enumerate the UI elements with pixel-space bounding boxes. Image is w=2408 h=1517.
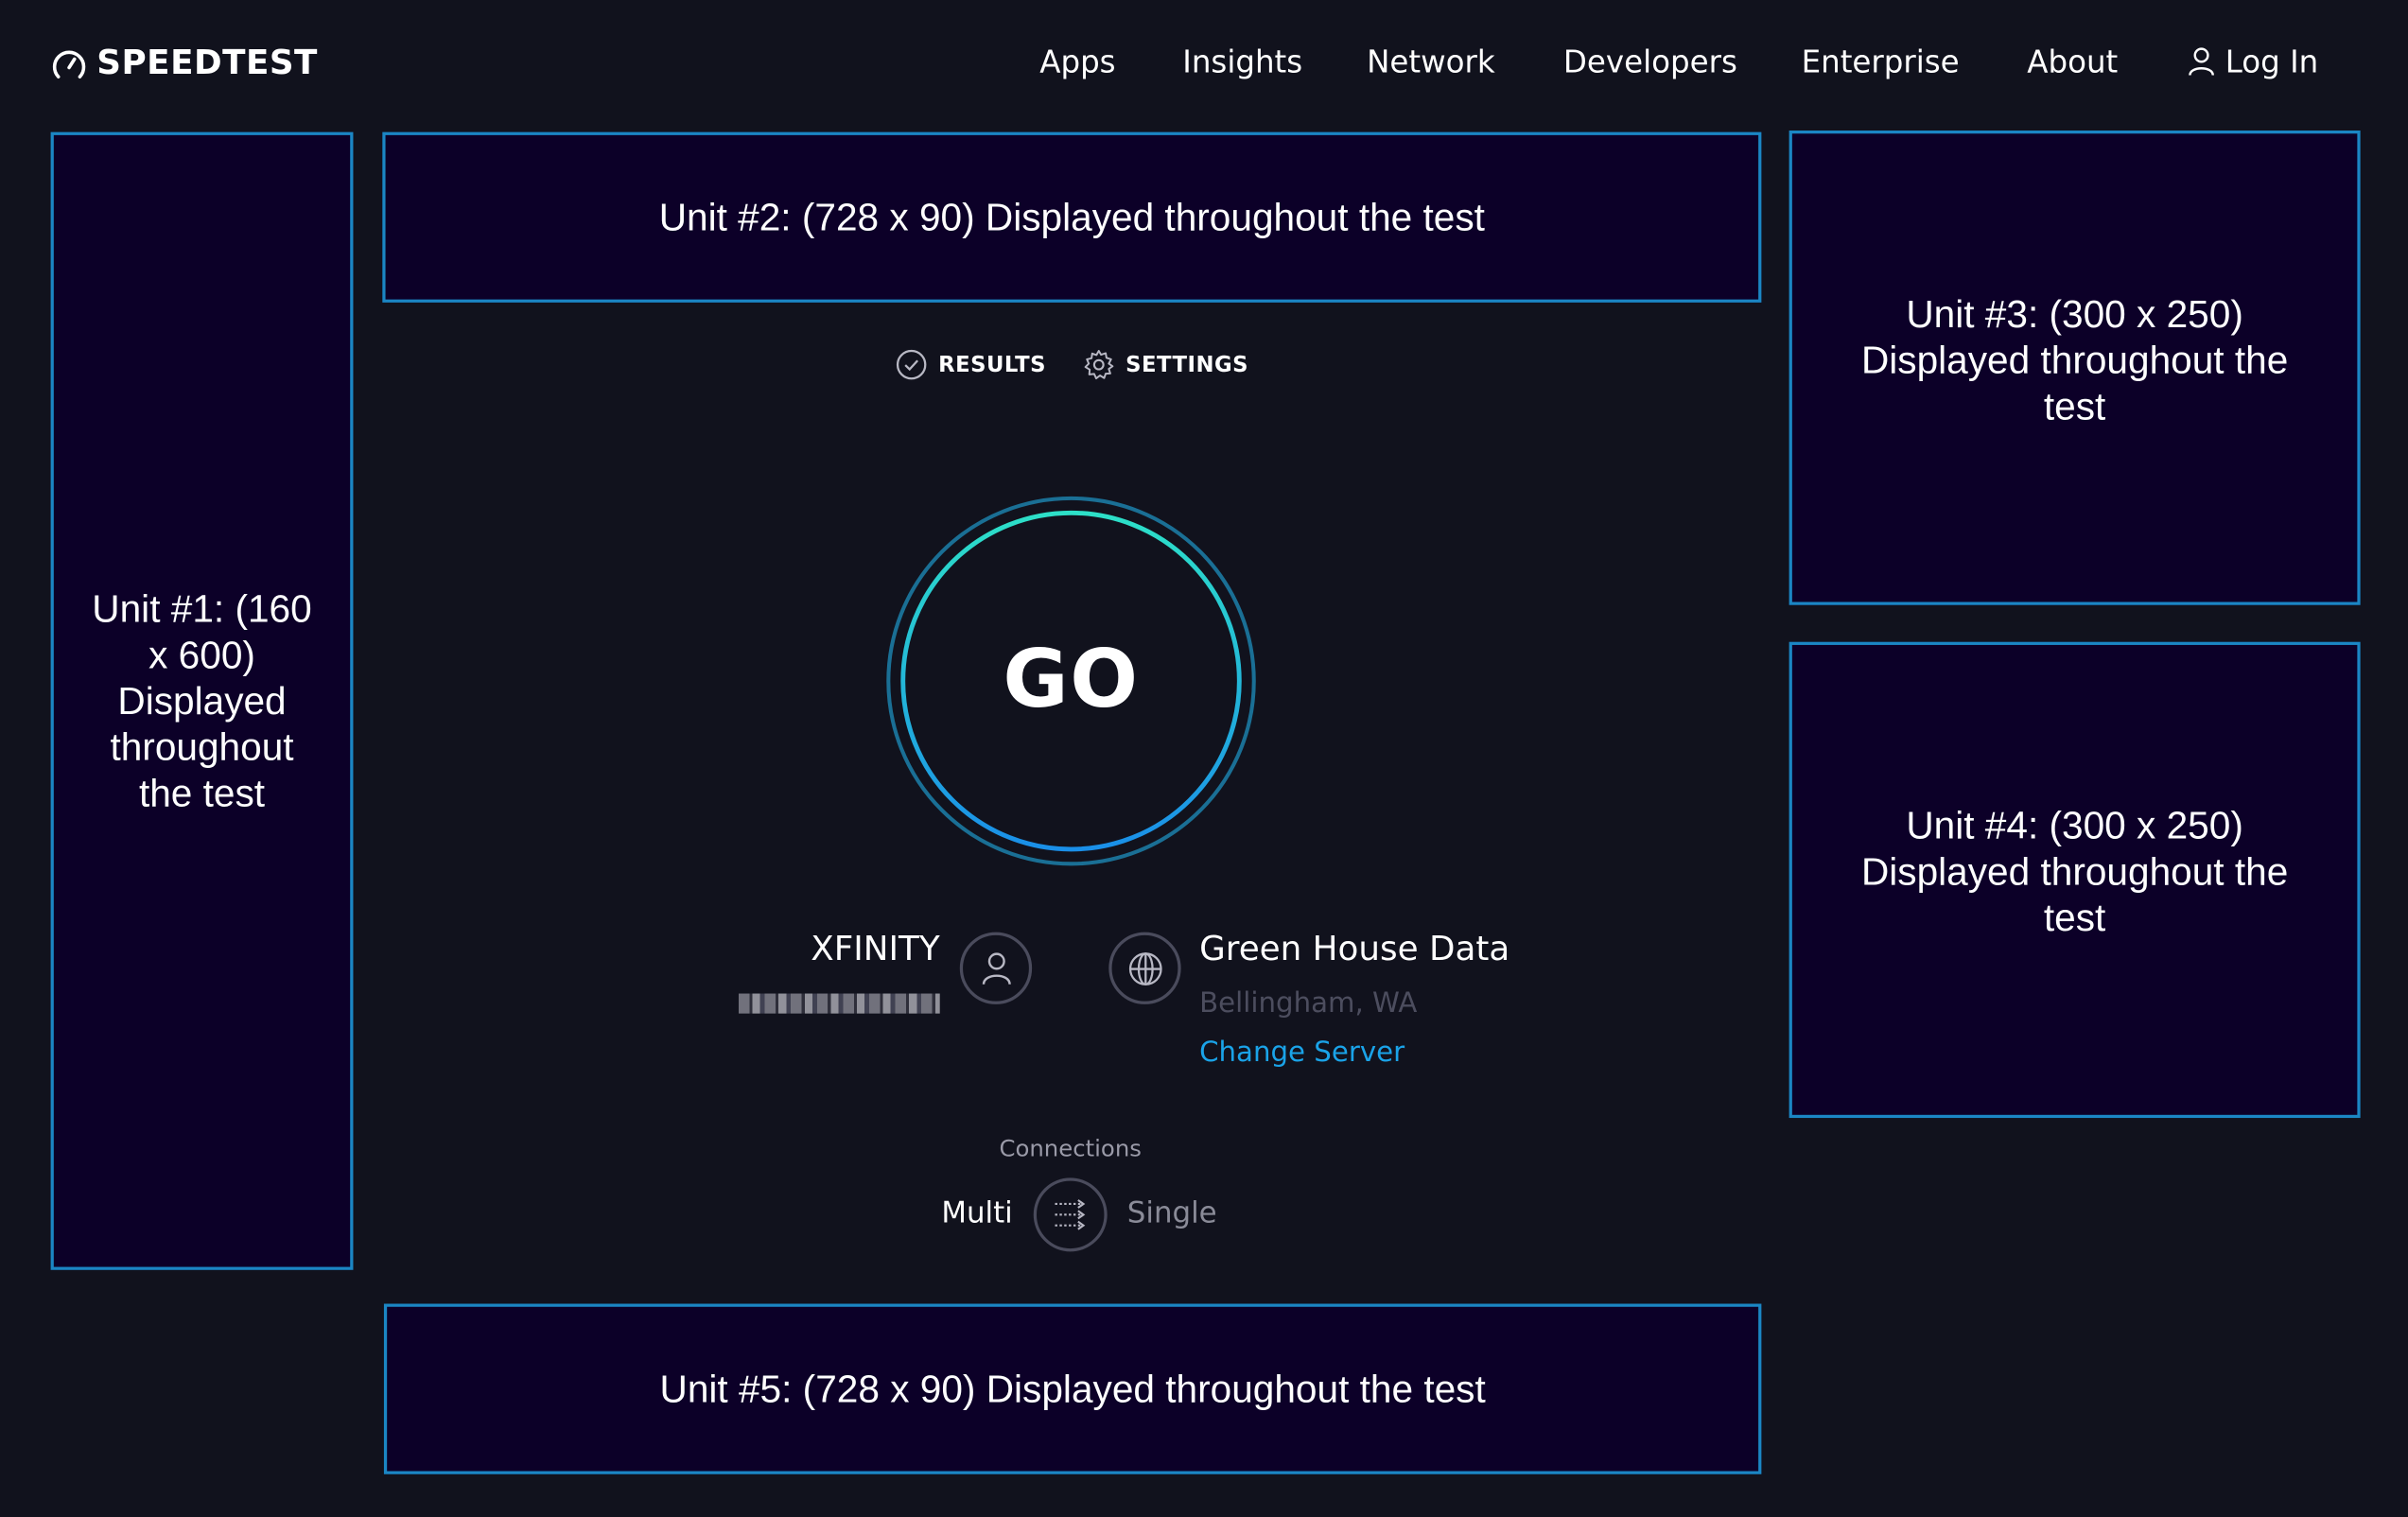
nav-enterprise[interactable]: Enterprise: [1801, 43, 1960, 80]
nav-insights[interactable]: Insights: [1182, 43, 1303, 80]
go-button[interactable]: GO: [886, 496, 1256, 866]
ad-unit-4[interactable]: Unit #4: (300 x 250) Displayed throughou…: [1789, 641, 2361, 1119]
login-link[interactable]: Log In: [2187, 43, 2318, 79]
ad-unit-5[interactable]: Unit #5: (728 x 90) Displayed throughout…: [383, 1303, 1762, 1474]
connections-multi[interactable]: Multi: [941, 1195, 1013, 1230]
tab-results[interactable]: RESULTS: [896, 349, 1046, 381]
connections-single[interactable]: Single: [1126, 1195, 1217, 1230]
isp-button[interactable]: [959, 932, 1033, 1004]
globe-icon: [1128, 951, 1161, 985]
ad-unit-3[interactable]: Unit #3: (300 x 250) Displayed throughou…: [1789, 131, 2361, 605]
isp-name: XFINITY: [811, 930, 940, 969]
logo-text: SPEEDTEST: [96, 44, 318, 83]
multi-arrows-icon: [1055, 1199, 1086, 1230]
change-server-link[interactable]: Change Server: [1199, 1036, 1405, 1070]
nav-about[interactable]: About: [2027, 43, 2119, 80]
go-ring: [886, 496, 1256, 866]
server-button[interactable]: [1108, 932, 1181, 1004]
gear-icon: [1084, 350, 1114, 380]
connections-toggle[interactable]: [1033, 1177, 1108, 1252]
speedometer-icon: [52, 49, 86, 78]
check-circle-icon: [896, 349, 927, 380]
isp-ip-redacted: [738, 993, 940, 1014]
go-label: GO: [1003, 634, 1140, 727]
server-location: Bellingham, WA: [1199, 987, 1418, 1020]
user-icon: [981, 951, 1010, 985]
server-name: Green House Data: [1199, 930, 1510, 969]
user-icon: [2189, 47, 2214, 76]
tab-settings[interactable]: SETTINGS: [1083, 349, 1248, 381]
ad-unit-1[interactable]: Unit #1: (160 x 600) Displayed throughou…: [50, 131, 354, 1270]
nav-developers[interactable]: Developers: [1562, 43, 1737, 80]
tab-settings-label: SETTINGS: [1125, 352, 1249, 377]
nav-network[interactable]: Network: [1367, 43, 1495, 80]
logo[interactable]: SPEEDTEST: [51, 44, 318, 83]
nav-apps[interactable]: Apps: [1039, 43, 1116, 80]
connections-label: Connections: [999, 1134, 1142, 1163]
tab-results-label: RESULTS: [938, 352, 1046, 377]
login-label: Log In: [2225, 43, 2319, 80]
ad-unit-2[interactable]: Unit #2: (728 x 90) Displayed throughout…: [382, 131, 1762, 303]
